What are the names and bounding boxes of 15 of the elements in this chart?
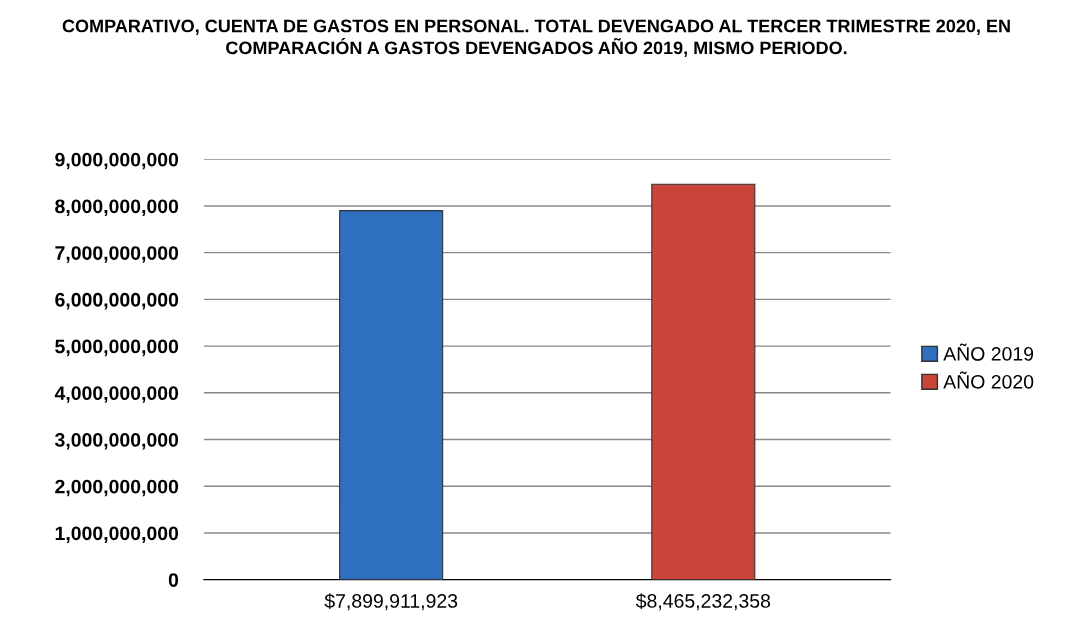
- y-tick-label: 7,000,000,000: [55, 246, 179, 263]
- chart-title: COMPARATIVO, CUENTA DE GASTOS EN PERSONAL. TOTAL DEVENGADO AL TERCER TRIMESTRE 2020, EN COMPARACIÓN A GASTOS DEVENGADOS AÑO 2019, MISMO PERIODO.: [62, 19, 1010, 57]
- y-tick-label: 0: [168, 573, 179, 587]
- y-tick-label: 1,000,000,000: [55, 526, 179, 544]
- y-tick-label: 2,000,000,000: [55, 479, 179, 497]
- y-tick-label: 8,000,000,000: [55, 199, 179, 217]
- y-tick-label: 9,000,000,000: [55, 152, 179, 170]
- legend-label: AÑO 2019: [943, 343, 1034, 361]
- x-tick-label: $8,465,232,358: [635, 593, 771, 611]
- legend-label: AÑO 2020: [943, 371, 1034, 389]
- x-tick-label: $7,899,911,923: [324, 593, 458, 611]
- y-tick-label: 3,000,000,000: [54, 433, 179, 450]
- y-tick-label: 4,000,000,000: [54, 386, 179, 403]
- y-tick-label: 5,000,000,000: [55, 339, 179, 357]
- y-tick-label: 6,000,000,000: [55, 292, 179, 310]
